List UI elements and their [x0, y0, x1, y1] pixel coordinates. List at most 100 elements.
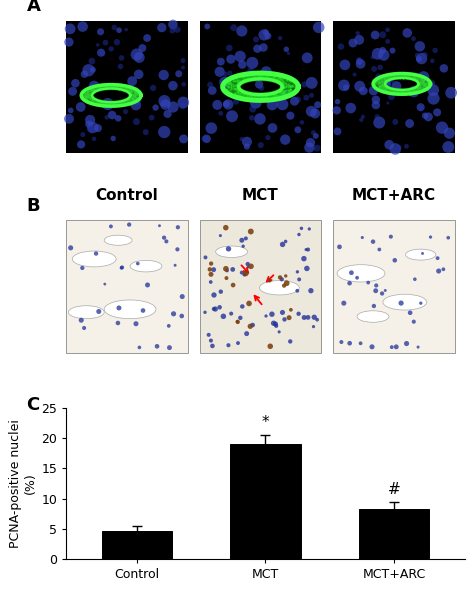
Text: #: #: [388, 482, 400, 497]
Point: [275, 91, 283, 100]
Point: [89, 99, 96, 108]
Point: [423, 84, 430, 93]
Point: [79, 130, 87, 139]
Point: [87, 86, 95, 96]
Point: [270, 319, 277, 328]
Point: [266, 341, 274, 351]
Point: [138, 43, 146, 53]
Point: [277, 91, 285, 101]
Point: [113, 99, 120, 108]
Point: [136, 53, 143, 63]
Point: [372, 75, 380, 85]
Point: [416, 41, 424, 51]
Point: [412, 75, 419, 84]
Point: [236, 86, 243, 96]
Point: [235, 76, 242, 86]
Point: [378, 76, 386, 86]
Point: [264, 92, 271, 102]
Point: [246, 94, 254, 104]
Point: [279, 86, 286, 96]
Point: [130, 95, 138, 105]
Point: [374, 75, 382, 84]
Point: [239, 88, 247, 98]
Point: [399, 87, 406, 97]
Point: [230, 76, 237, 85]
Point: [340, 298, 347, 308]
Point: [388, 343, 395, 352]
Point: [415, 81, 422, 91]
Point: [83, 97, 91, 106]
Point: [402, 85, 410, 95]
Point: [95, 100, 103, 109]
Point: [133, 117, 140, 126]
Point: [380, 84, 387, 93]
Point: [101, 98, 109, 108]
Point: [298, 224, 305, 233]
Point: [397, 85, 405, 95]
Point: [409, 87, 417, 96]
Point: [416, 82, 424, 92]
Point: [133, 96, 141, 105]
Point: [89, 65, 97, 75]
Point: [383, 74, 391, 84]
Point: [118, 82, 125, 92]
Point: [376, 73, 384, 83]
Point: [425, 82, 432, 92]
Point: [265, 276, 273, 285]
Point: [284, 82, 292, 92]
Point: [245, 92, 252, 102]
Point: [123, 84, 131, 93]
Point: [292, 82, 300, 92]
Text: Control: Control: [96, 188, 158, 203]
Point: [242, 93, 250, 102]
Point: [114, 114, 122, 123]
Point: [127, 98, 134, 108]
Point: [390, 85, 398, 94]
Point: [405, 71, 412, 81]
Point: [117, 62, 124, 72]
Point: [406, 118, 413, 128]
Point: [387, 84, 394, 94]
Point: [380, 71, 388, 81]
Point: [385, 75, 393, 85]
Point: [263, 95, 271, 105]
Point: [95, 307, 102, 316]
Point: [280, 86, 288, 96]
Point: [420, 80, 428, 90]
Point: [400, 87, 407, 97]
Point: [231, 82, 238, 91]
Point: [228, 80, 235, 90]
Point: [127, 85, 135, 95]
Point: [238, 26, 246, 36]
Point: [102, 38, 109, 47]
Point: [294, 84, 301, 94]
Point: [417, 78, 424, 88]
Point: [109, 110, 116, 120]
Point: [414, 82, 421, 92]
Point: [413, 86, 421, 96]
Point: [229, 83, 237, 93]
Point: [125, 220, 133, 230]
Point: [122, 83, 129, 93]
Point: [232, 97, 240, 106]
Point: [279, 73, 287, 83]
Point: [114, 98, 122, 108]
Point: [228, 84, 235, 94]
Point: [252, 98, 260, 108]
Point: [420, 78, 428, 88]
Bar: [200, 20, 321, 153]
Point: [83, 92, 91, 102]
Point: [163, 237, 170, 246]
Point: [89, 123, 97, 132]
Point: [233, 79, 241, 88]
Point: [270, 75, 277, 85]
Point: [229, 264, 237, 274]
Point: [420, 75, 428, 85]
Point: [238, 236, 246, 245]
Point: [401, 70, 409, 80]
Point: [130, 95, 137, 105]
Point: [209, 86, 216, 96]
Point: [222, 99, 230, 109]
Point: [229, 280, 237, 290]
Point: [115, 99, 123, 108]
